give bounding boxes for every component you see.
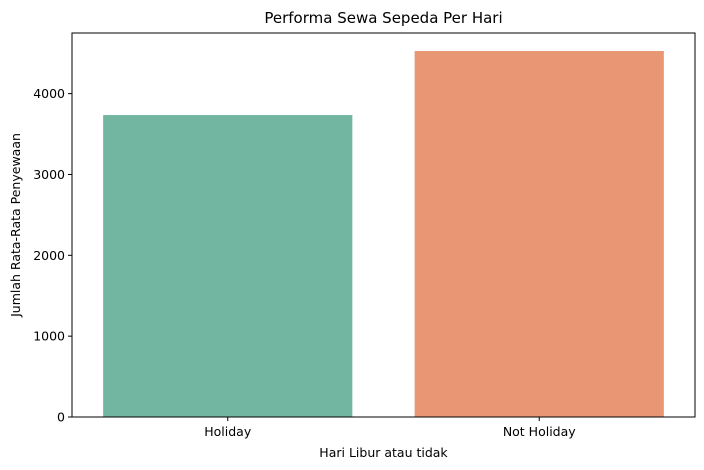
bar (103, 115, 353, 417)
plot-frame (71, 32, 696, 418)
y-tick-label: 3000 (33, 167, 65, 182)
chart-title: Performa Sewa Sepeda Per Hari (264, 9, 502, 27)
y-axis-label: Jumlah Rata-Rata Penyewaan (8, 133, 23, 318)
x-tick-label: Holiday (204, 424, 252, 439)
x-axis-label: Hari Libur atau tidak (319, 445, 448, 460)
bar (414, 51, 664, 417)
x-tick-label: Not Holiday (503, 424, 576, 439)
y-tick-label: 4000 (33, 86, 65, 101)
y-tick-label: 1000 (33, 329, 65, 344)
plot-area: Holiday Not Holiday 0 1000 2000 3000 4000 (33, 32, 696, 439)
y-tick-label: 2000 (33, 248, 65, 263)
y-tick-label: 0 (57, 410, 65, 425)
